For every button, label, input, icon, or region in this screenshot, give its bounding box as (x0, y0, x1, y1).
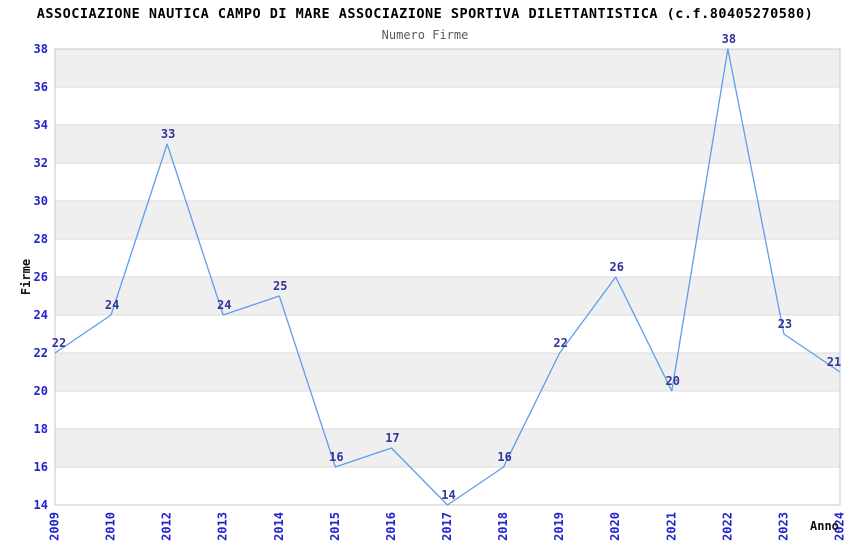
grid-band (55, 353, 840, 391)
grid-band (55, 163, 840, 201)
point-label: 38 (722, 32, 736, 46)
grid-band (55, 87, 840, 125)
point-label: 24 (217, 298, 231, 312)
x-tick-label: 2009 (48, 512, 62, 541)
point-label: 26 (609, 260, 623, 274)
y-tick-label: 22 (34, 346, 48, 360)
y-tick-label: 16 (34, 460, 48, 474)
y-tick-label: 32 (34, 156, 48, 170)
point-label: 24 (105, 298, 119, 312)
grid-band (55, 239, 840, 277)
y-tick-label: 38 (34, 42, 48, 56)
x-tick-label: 2017 (440, 512, 454, 541)
point-label: 20 (666, 374, 680, 388)
y-tick-label: 24 (34, 308, 48, 322)
y-tick-label: 30 (34, 194, 48, 208)
x-tick-label: 2010 (104, 512, 118, 541)
point-label: 17 (385, 431, 399, 445)
chart-title: ASSOCIAZIONE NAUTICA CAMPO DI MARE ASSOC… (36, 6, 814, 22)
point-label: 16 (329, 450, 343, 464)
x-tick-label: 2023 (776, 512, 790, 541)
x-tick-label: 2013 (216, 512, 230, 541)
grid-band (55, 391, 840, 429)
point-label: 25 (273, 279, 287, 293)
y-tick-label: 26 (34, 270, 48, 284)
point-label: 16 (497, 450, 511, 464)
grid-band (55, 125, 840, 163)
y-axis-title: Firme (19, 258, 33, 296)
point-label: 22 (52, 336, 66, 350)
point-label: 14 (441, 488, 455, 502)
grid-band (55, 467, 840, 505)
point-label: 33 (161, 127, 175, 141)
series-line (54, 48, 841, 506)
grid-band (55, 429, 840, 467)
grid-band (55, 49, 840, 87)
x-tick-label: 2022 (720, 512, 734, 541)
x-tick-label: 2018 (496, 512, 510, 541)
y-tick-label: 14 (34, 498, 48, 512)
grid-band (55, 315, 840, 353)
point-label: 22 (553, 336, 567, 350)
x-tick-label: 2016 (384, 512, 398, 541)
x-tick-label: 2012 (160, 512, 174, 541)
x-tick-label: 2020 (608, 512, 622, 541)
x-axis-title: Anno (810, 519, 839, 533)
point-label: 21 (827, 355, 841, 369)
x-tick-label: 2014 (272, 512, 286, 541)
y-tick-label: 34 (34, 118, 48, 132)
grid-band (55, 277, 840, 315)
x-tick-label: 2019 (552, 512, 566, 541)
chart-subtitle: Numero Firme (381, 28, 469, 42)
point-label: 23 (778, 317, 792, 331)
x-tick-label: 2015 (328, 512, 342, 541)
x-tick-label: 2024 (833, 512, 847, 541)
grid-band (55, 201, 840, 239)
y-tick-label: 20 (34, 384, 48, 398)
y-tick-label: 18 (34, 422, 48, 436)
y-tick-label: 28 (34, 232, 48, 246)
y-tick-label: 36 (34, 80, 48, 94)
x-tick-label: 2021 (664, 512, 678, 541)
